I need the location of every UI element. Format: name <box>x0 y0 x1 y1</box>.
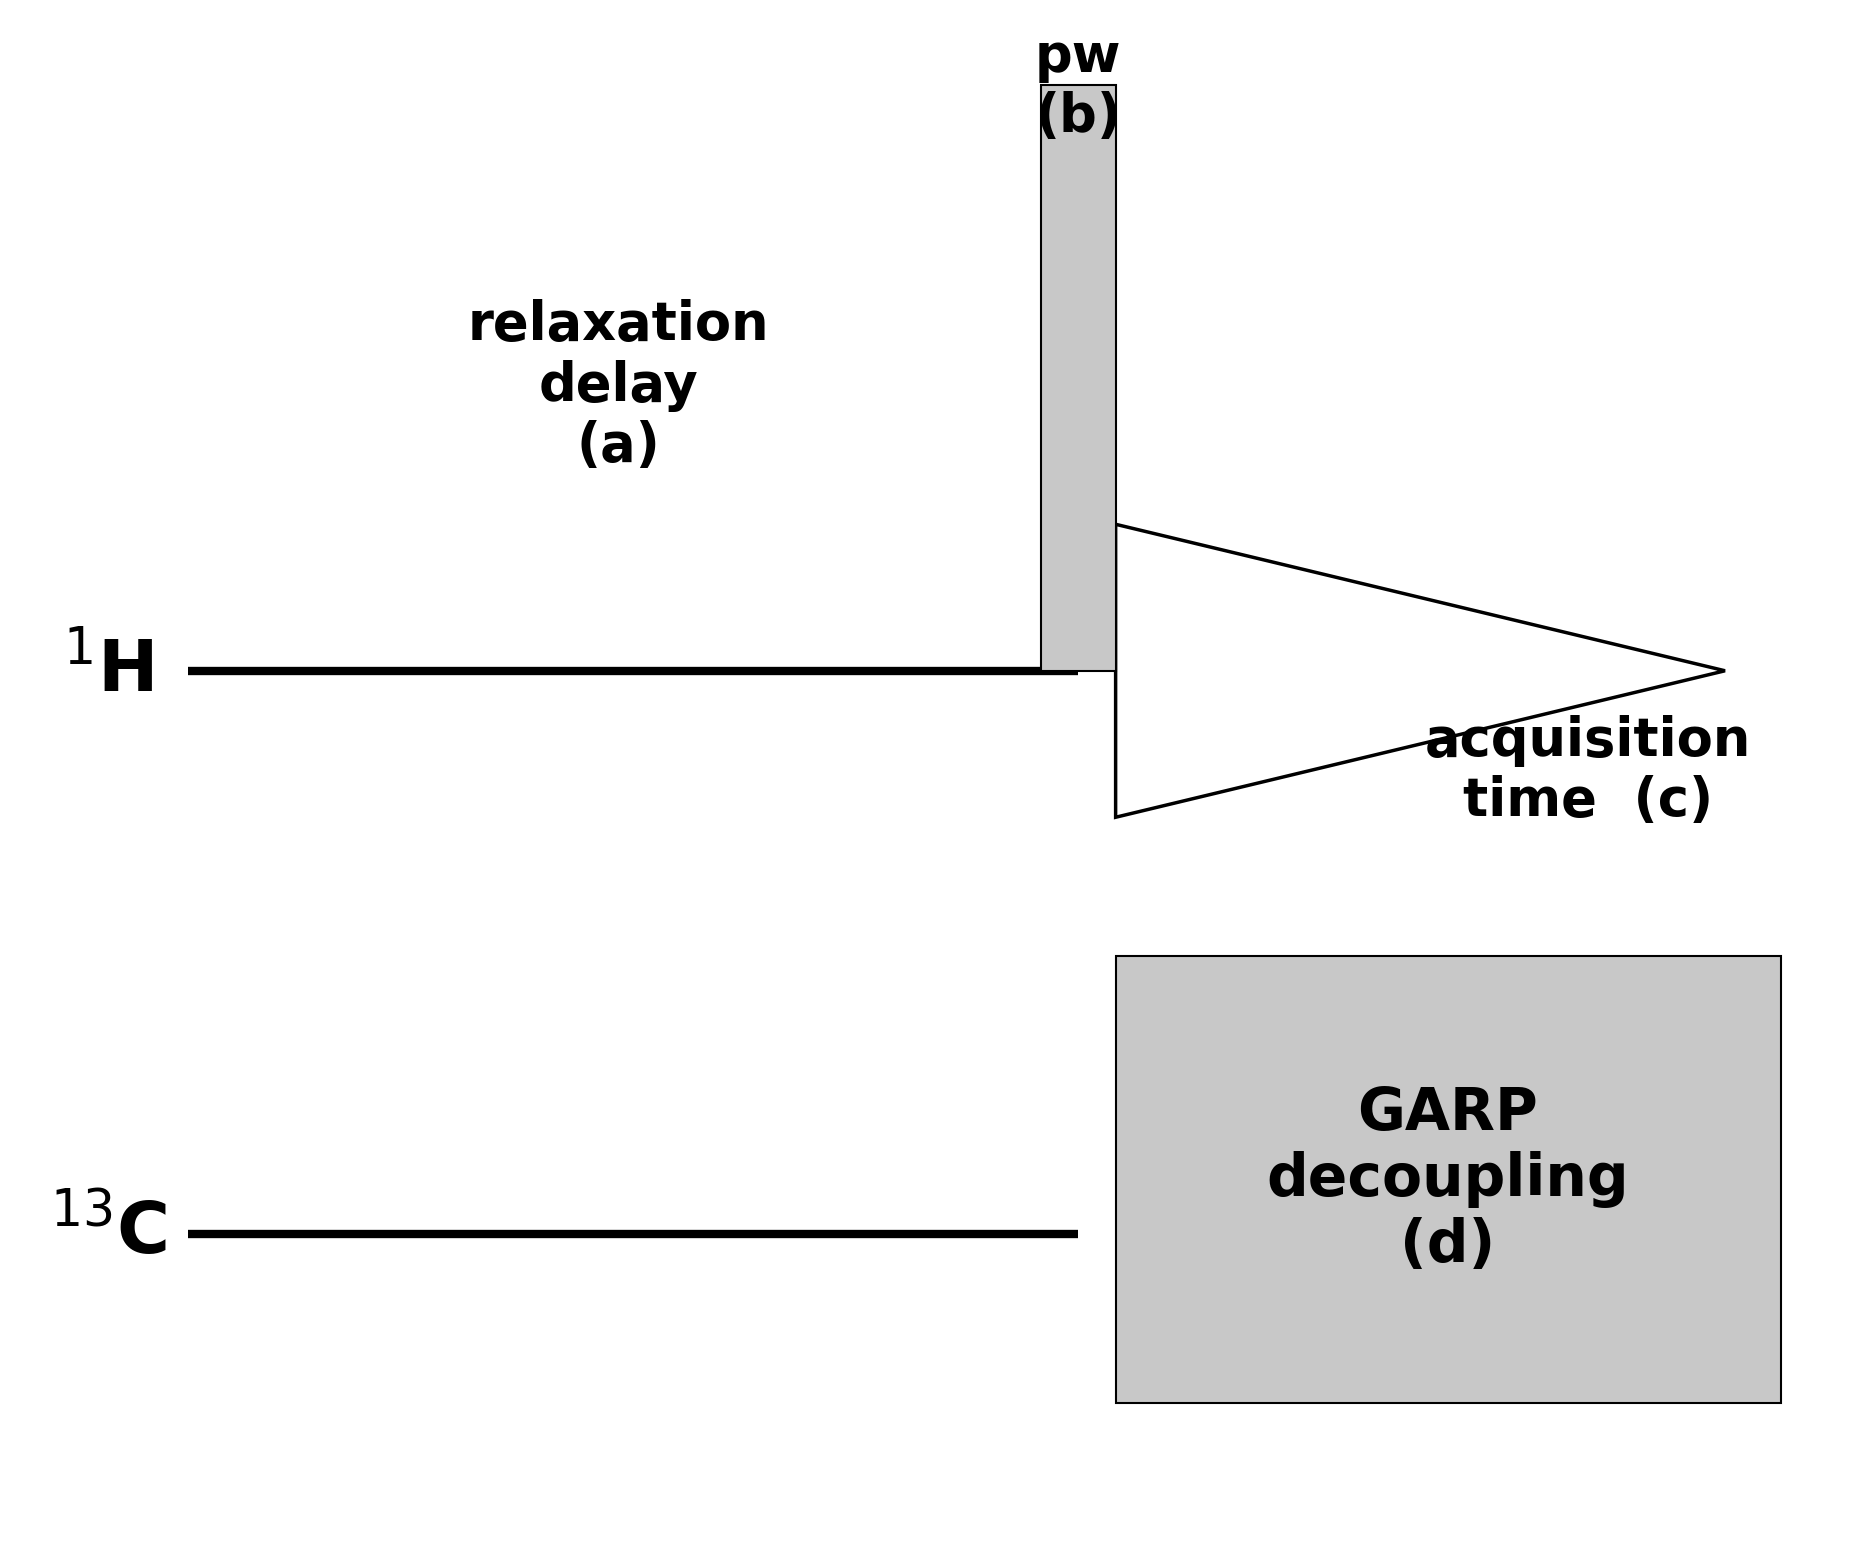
Text: acquisition
time  (c): acquisition time (c) <box>1425 715 1751 827</box>
Bar <box>1116 956 1781 1403</box>
Bar <box>1041 85 1116 671</box>
Polygon shape <box>1116 524 1725 817</box>
Text: $^{13}$C: $^{13}$C <box>51 1198 167 1269</box>
Text: GARP
decoupling
(d): GARP decoupling (d) <box>1266 1086 1629 1274</box>
Text: relaxation
delay
(a): relaxation delay (a) <box>469 299 769 472</box>
Text: pw
(b): pw (b) <box>1035 31 1121 143</box>
Text: $^{1}$H: $^{1}$H <box>64 635 154 706</box>
